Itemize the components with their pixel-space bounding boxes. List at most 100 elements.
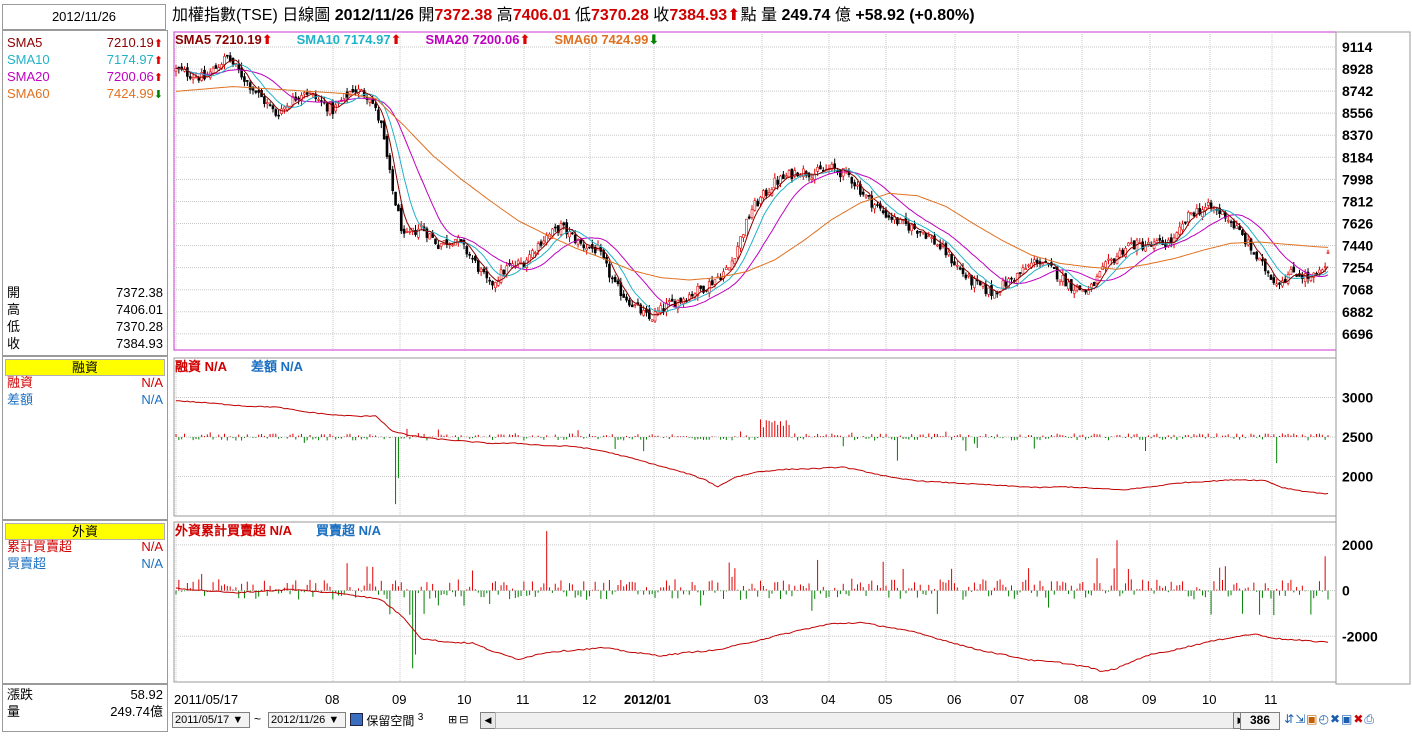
candle-body [320, 100, 323, 102]
end-date-value: 2012/11/26 [271, 714, 326, 726]
open-label: 開 [418, 7, 435, 24]
candle-body [784, 175, 788, 178]
candle-body [1229, 221, 1233, 223]
candle-body [194, 76, 198, 79]
toolbar-icons[interactable]: ⇵⇲▣◴✖▣✖⎙ [1284, 712, 1375, 727]
candle-body [873, 204, 876, 210]
fit-icon[interactable]: ▣ [1341, 712, 1354, 726]
candle-body [802, 168, 805, 177]
sidebar-sma-value: 7174.97⬆ [106, 52, 163, 67]
sma60-line [175, 86, 1329, 281]
foreign-legend-item: 外資累計買賣超 N/A [175, 523, 293, 538]
candle-body [485, 271, 489, 279]
candle-body [1072, 289, 1076, 294]
close-icon[interactable]: ✖ [1353, 712, 1365, 726]
candle-body [536, 243, 540, 251]
candle-body [930, 237, 933, 239]
candle-body [630, 304, 634, 308]
horizontal-scrollbar[interactable] [495, 712, 1235, 729]
end-date-select[interactable]: 2012/11/26 ▼ [268, 712, 346, 728]
x-tick-label: 08 [1074, 692, 1089, 707]
candle-body [1278, 282, 1281, 285]
foreign-legend: 外資累計買賣超 N/A 買賣超 N/A [175, 523, 405, 539]
candle-body [1155, 240, 1159, 243]
price-y-tick-label: 6696 [1342, 326, 1373, 342]
foreign-panel-frame [173, 521, 1337, 683]
candle-body [981, 282, 985, 287]
sidebar-foreign-value: N/A [141, 539, 163, 554]
clock-icon[interactable]: ◴ [1318, 712, 1330, 726]
bar-count-value: 386 [1249, 713, 1271, 727]
reserve-space-toggle[interactable]: 保留空間 3 [350, 712, 423, 729]
candle-body [987, 287, 990, 295]
margin-y-tick-label: 2500 [1342, 429, 1373, 445]
calendar-icon[interactable]: ▣ [1306, 712, 1319, 726]
candle-body [750, 209, 754, 218]
price-y-tick-label: 7812 [1342, 193, 1373, 209]
margin-legend-item: 融資 N/A [175, 359, 228, 374]
candle-body [1209, 202, 1213, 209]
candle-body [1201, 209, 1204, 218]
x-tick-label: 10 [457, 692, 472, 707]
x-tick-label: 10 [1202, 692, 1217, 707]
sidebar-ohlc-value: 7384.93 [116, 336, 163, 351]
candle-body [245, 80, 249, 82]
print-icon[interactable]: ⎙ [1364, 712, 1376, 726]
price-y-tick-label: 7068 [1342, 282, 1373, 298]
sidebar-price-panel: SMA5 7210.19⬆ SMA10 7174.97⬆ SMA20 7200.06⬆ SM… [2, 30, 168, 356]
point-label: 點 [740, 7, 757, 24]
candle-body [648, 309, 651, 320]
start-date-select[interactable]: 2011/05/17 ▼ [172, 712, 250, 728]
tilde-text: ~ [254, 712, 262, 726]
sidebar-margin-panel: 融資 融資 N/A 差額 N/A [2, 356, 168, 520]
candle-body [191, 77, 195, 80]
candle-body [710, 280, 714, 286]
margin-header: 融資 [5, 359, 165, 376]
sidebar-ohlc-value: 7406.01 [116, 302, 163, 317]
sidebar-bottom-panel: 漲跌 58.92 量 249.74億 [2, 684, 168, 732]
scroll-left-button[interactable]: ◀ [480, 712, 496, 729]
x-tick-label: 03 [754, 692, 769, 707]
candle-body [764, 189, 768, 196]
x-tick-label: 08 [325, 692, 340, 707]
candle-body [1075, 285, 1079, 291]
candle-body [819, 165, 822, 170]
candle-body [1226, 219, 1230, 222]
zoom-in-icon[interactable]: ⊞ [448, 714, 460, 726]
candle-body [439, 243, 443, 247]
candle-body [1121, 249, 1124, 255]
candle-body [285, 105, 289, 111]
candle-body [633, 303, 637, 306]
candle-body [628, 299, 631, 306]
candle-body [610, 277, 614, 280]
candle-body [1098, 271, 1102, 278]
candle-body [1175, 232, 1179, 239]
sidebar-margin-value: N/A [141, 375, 163, 390]
x-tick-label: 2012/01 [624, 692, 671, 707]
candle-body [1092, 282, 1096, 287]
foreign-y-tick-label: 0 [1342, 583, 1350, 599]
candle-body [833, 163, 836, 169]
candle-body [679, 297, 683, 302]
candle-body [1318, 269, 1321, 274]
index-name: 加權指數(TSE) [172, 7, 278, 24]
sidebar-foreign-label: 買賣超 [7, 556, 47, 571]
price-y-tick-label: 8928 [1342, 61, 1373, 77]
zoom-out-icon[interactable]: ⊟ [459, 714, 471, 726]
expand-icon[interactable]: ⇲ [1295, 712, 1307, 726]
candle-body [568, 231, 571, 238]
candle-body [471, 257, 474, 260]
zoom-buttons[interactable]: ⊞⊟ [448, 713, 470, 726]
candle-body [248, 82, 252, 90]
spin-icon[interactable]: ⇵ [1284, 712, 1296, 726]
candle-body [377, 109, 380, 121]
price-legend-item: SMA5 7210.19⬆ [175, 32, 273, 47]
candle-body [180, 66, 184, 70]
price-legend-item: SMA10 7174.97⬆ [296, 32, 402, 47]
candle-body [334, 104, 337, 112]
crosshair-icon[interactable]: ✖ [1329, 712, 1342, 726]
candle-body [488, 279, 491, 282]
candle-body [967, 274, 971, 277]
candle-body [779, 175, 782, 184]
